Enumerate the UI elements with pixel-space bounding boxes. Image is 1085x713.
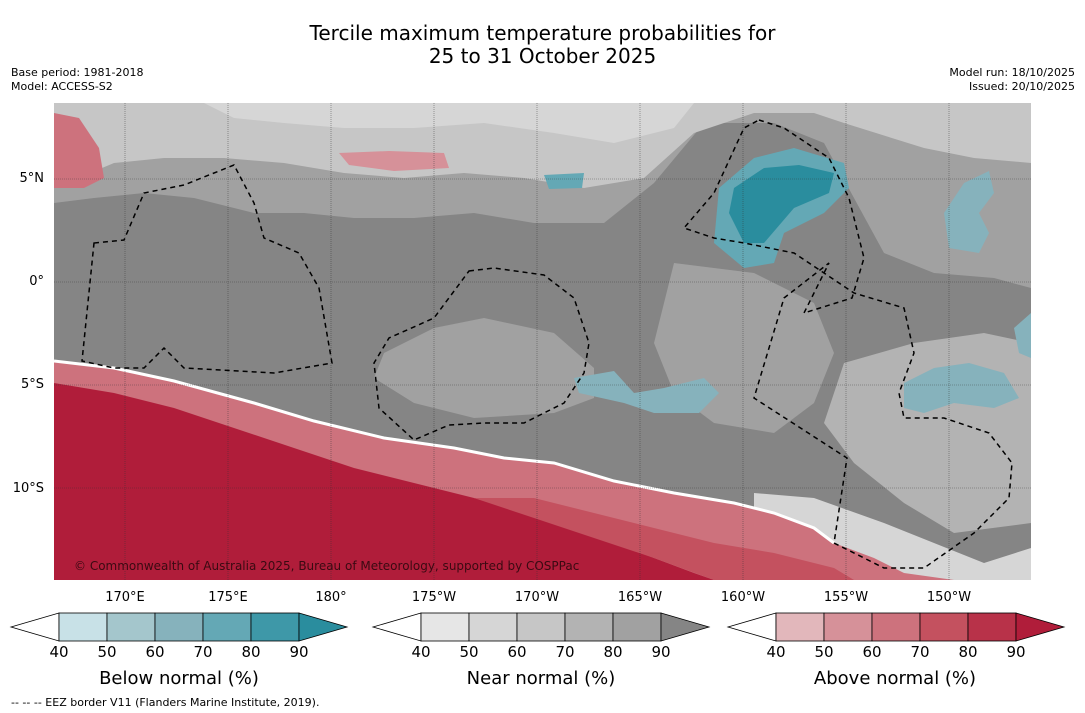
colorbar-segment — [154, 612, 204, 642]
colorbar-tick-label: 40 — [49, 643, 69, 661]
model-name: Model: ACCESS-S2 — [11, 80, 113, 93]
colorbar-segment — [106, 612, 156, 642]
eez-borders — [81, 119, 1013, 569]
colorbar-above-normal — [726, 612, 1066, 642]
colorbar-title-near: Near normal (%) — [466, 668, 616, 689]
colorbar-tick-label: 50 — [97, 643, 117, 661]
model-run: Model run: 18/10/2025 — [949, 66, 1075, 79]
lon-label-160w: 160°W — [720, 590, 766, 605]
colorbar-tick-label: 90 — [1006, 643, 1026, 661]
below-normal-northeast — [944, 171, 994, 253]
colorbar-tick-label: 80 — [603, 643, 623, 661]
colorbar-segment — [250, 612, 300, 642]
colorbar-segment — [612, 612, 662, 642]
colorbar-tick-label: 40 — [411, 643, 431, 661]
colorbar-segment — [919, 612, 969, 642]
below-normal-north-core — [729, 165, 834, 243]
colorbar-tick-label: 40 — [766, 643, 786, 661]
colorbar-segment — [871, 612, 921, 642]
near-normal-north-lighter — [204, 103, 694, 143]
lon-label-150w: 150°W — [926, 590, 972, 605]
colorbar-min-arrow — [371, 612, 422, 642]
copyright-notice: © Commonwealth of Australia 2025, Bureau… — [74, 559, 580, 573]
colorbar-tick-label: 90 — [289, 643, 309, 661]
colorbars — [9, 612, 1066, 642]
lon-label-170w: 170°W — [514, 590, 560, 605]
colorbar-segment — [202, 612, 252, 642]
eez-border-kiribati-gilberts — [81, 164, 333, 374]
colorbar-title-below: Below normal (%) — [99, 668, 259, 689]
colorbar-tick-label: 90 — [651, 643, 671, 661]
lat-label-5n: 5°N — [19, 171, 45, 186]
lon-label-165w: 165°W — [617, 590, 663, 605]
map-area — [54, 103, 1031, 580]
lon-label-170e: 170°E — [105, 590, 145, 605]
near-normal-north-light — [54, 103, 1031, 188]
colorbar-tick-label: 70 — [910, 643, 930, 661]
eez-border-phoenix — [373, 267, 590, 441]
colorbar-tick-label: 70 — [555, 643, 575, 661]
colorbar-segment — [58, 612, 108, 642]
near-normal-mid-patch — [374, 318, 594, 418]
colorbar-segment — [516, 612, 566, 642]
issued-date: Issued: 20/10/2025 — [968, 80, 1075, 93]
below-normal-east-edge — [1014, 313, 1031, 358]
colorbar-tick-label: 60 — [145, 643, 165, 661]
lon-label-175e: 175°E — [208, 590, 248, 605]
above-normal-northwest — [54, 113, 104, 188]
below-normal-southeast-patch — [904, 363, 1019, 413]
lat-label-0: 0° — [29, 274, 44, 289]
lat-label-10s: 10°S — [12, 481, 44, 496]
eez-border-legend: -- -- -- EEZ border V11 (Flanders Marine… — [11, 696, 320, 709]
map-title-line1: Tercile maximum temperature probabilitie… — [309, 21, 776, 45]
colorbar-segment — [967, 612, 1017, 642]
colorbar-segment — [468, 612, 518, 642]
graticule — [54, 103, 1031, 580]
colorbar-tick-label: 50 — [459, 643, 479, 661]
colorbar-tick-label: 50 — [814, 643, 834, 661]
eez-border-line-islands — [682, 119, 1013, 569]
below-normal-south-patch — [574, 371, 719, 413]
colorbar-max-arrow — [298, 612, 349, 642]
above-normal-south-core — [54, 383, 714, 580]
lon-label-175w: 175°W — [411, 590, 457, 605]
colorbar-segment — [775, 612, 825, 642]
colorbar-tick-label: 80 — [241, 643, 261, 661]
colorbar-segment — [823, 612, 873, 642]
colorbar-segment — [420, 612, 470, 642]
probability-map — [54, 103, 1031, 580]
colorbar-tick-label: 60 — [507, 643, 527, 661]
colorbar-tick-label: 70 — [193, 643, 213, 661]
colorbar-tick-label: 80 — [958, 643, 978, 661]
colorbar-segment — [564, 612, 614, 642]
lat-label-5s: 5°S — [20, 377, 44, 392]
above-normal-south-mid — [474, 498, 854, 580]
colorbar-tick-label: 60 — [862, 643, 882, 661]
white-contour-south — [54, 359, 835, 545]
colorbar-max-arrow — [1015, 612, 1066, 642]
colorbar-title-above: Above normal (%) — [813, 668, 977, 689]
colorbar-max-arrow — [660, 612, 711, 642]
map-title-line2: 25 to 31 October 2025 — [428, 44, 657, 68]
base-period: Base period: 1981-2018 — [11, 66, 144, 79]
colorbar-min-arrow — [726, 612, 777, 642]
above-normal-north-strip — [339, 151, 449, 171]
colorbar-min-arrow — [9, 612, 60, 642]
lon-label-180: 180° — [315, 590, 347, 605]
lon-label-155w: 155°W — [823, 590, 869, 605]
colorbar-near-normal — [371, 612, 711, 642]
colorbar-below-normal — [9, 612, 349, 642]
below-normal-small-north — [544, 173, 584, 189]
